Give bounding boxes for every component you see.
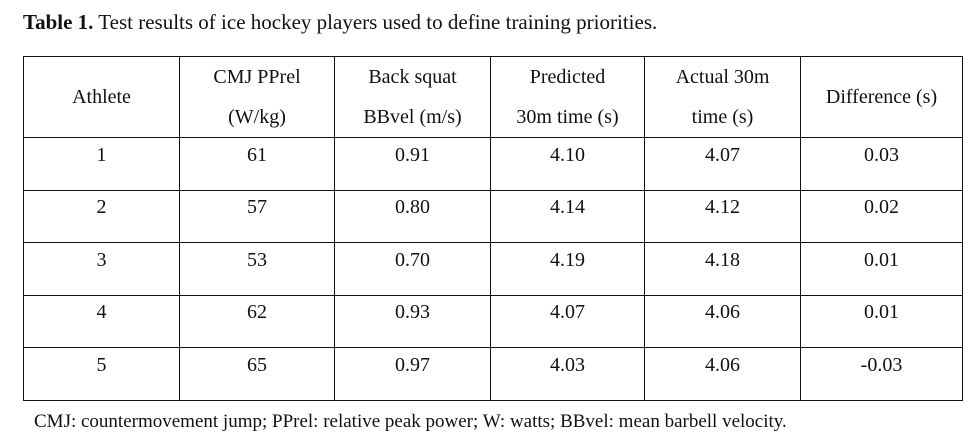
cell-cmj-pprel: 61 — [179, 137, 335, 191]
cell-athlete: 5 — [23, 347, 180, 401]
cell-athlete: 3 — [23, 242, 180, 296]
cell-predicted: 4.03 — [490, 347, 645, 401]
header-actual-line-2: time (s) — [691, 106, 754, 128]
cell-cmj-pprel: 57 — [179, 189, 335, 243]
cell-difference: 0.03 — [800, 137, 963, 191]
cell-back-squat: 0.70 — [334, 242, 491, 296]
cell-predicted: 4.10 — [490, 137, 645, 191]
cell-cmj-pprel: 53 — [179, 242, 335, 296]
table-row: 4 62 0.93 4.07 4.06 0.01 — [23, 294, 963, 348]
caption-text: Test results of ice hockey players used … — [93, 10, 658, 34]
header-cmj-pprel: CMJ PPrel (W/kg) — [179, 56, 335, 138]
header-back-squat-line-2: BBvel (m/s) — [363, 106, 462, 128]
header-athlete-line-1: Athlete — [72, 86, 131, 108]
header-predicted-line-2: 30m time (s) — [516, 106, 619, 128]
cell-back-squat: 0.97 — [334, 347, 491, 401]
header-athlete: Athlete — [23, 56, 180, 138]
cell-athlete: 2 — [23, 189, 180, 243]
cell-athlete: 1 — [23, 137, 180, 191]
cell-back-squat: 0.91 — [334, 137, 491, 191]
cell-actual: 4.06 — [644, 347, 801, 401]
header-predicted-line-1: Predicted — [529, 66, 606, 88]
cell-actual: 4.06 — [644, 294, 801, 348]
table-row: 3 53 0.70 4.19 4.18 0.01 — [23, 242, 963, 296]
header-actual: Actual 30m time (s) — [644, 56, 801, 138]
cell-difference: 0.01 — [800, 294, 963, 348]
cell-athlete: 4 — [23, 294, 180, 348]
header-back-squat: Back squat BBvel (m/s) — [334, 56, 491, 138]
cell-difference: 0.01 — [800, 242, 963, 296]
table-row: 2 57 0.80 4.14 4.12 0.02 — [23, 189, 963, 243]
caption-label: Table 1. — [23, 10, 94, 34]
table-row: 5 65 0.97 4.03 4.06 -0.03 — [23, 347, 963, 401]
header-actual-line-1: Actual 30m — [675, 66, 770, 88]
cell-actual: 4.18 — [644, 242, 801, 296]
header-difference-line-1: Difference (s) — [825, 86, 938, 108]
cell-actual: 4.07 — [644, 137, 801, 191]
results-table: Athlete CMJ PPrel (W/kg) Back squat BBve… — [23, 56, 963, 401]
header-cmj-pprel-line-2: (W/kg) — [228, 106, 286, 128]
cell-predicted: 4.07 — [490, 294, 645, 348]
header-back-squat-line-1: Back squat — [368, 66, 457, 88]
cell-cmj-pprel: 62 — [179, 294, 335, 348]
table-footnote: CMJ: countermovement jump; PPrel: relati… — [34, 411, 787, 432]
cell-predicted: 4.14 — [490, 189, 645, 243]
cell-cmj-pprel: 65 — [179, 347, 335, 401]
cell-actual: 4.12 — [644, 189, 801, 243]
cell-back-squat: 0.80 — [334, 189, 491, 243]
cell-back-squat: 0.93 — [334, 294, 491, 348]
header-predicted: Predicted 30m time (s) — [490, 56, 645, 138]
table-caption: Table 1. Test results of ice hockey play… — [23, 8, 657, 36]
header-row: Athlete CMJ PPrel (W/kg) Back squat BBve… — [23, 56, 963, 138]
table-row: 1 61 0.91 4.10 4.07 0.03 — [23, 137, 963, 191]
header-difference: Difference (s) — [800, 56, 963, 138]
cell-predicted: 4.19 — [490, 242, 645, 296]
header-cmj-pprel-line-1: CMJ PPrel — [213, 66, 301, 88]
cell-difference: -0.03 — [800, 347, 963, 401]
cell-difference: 0.02 — [800, 189, 963, 243]
